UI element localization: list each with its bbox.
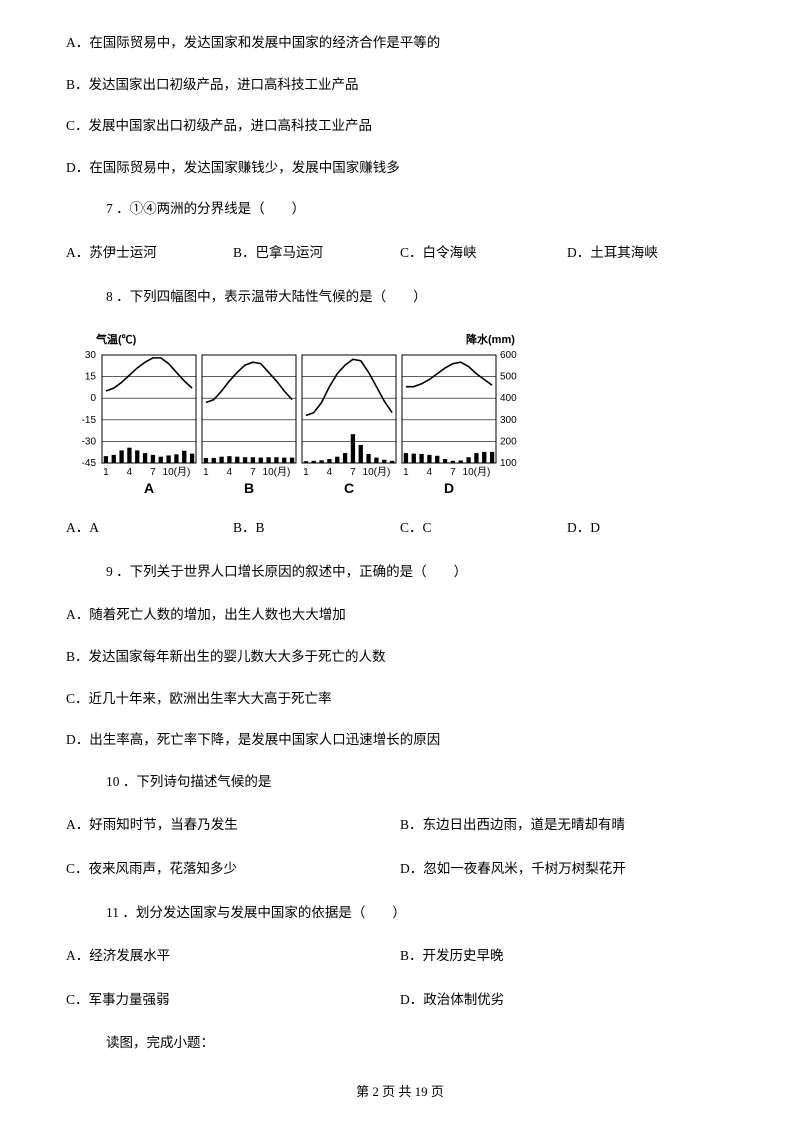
svg-text:400: 400 (500, 393, 517, 404)
q11-options-cd: C．军事力量强弱 D．政治体制优劣 (66, 989, 734, 1011)
q6-option-c: C．发展中国家出口初级产品，进口高科技工业产品 (66, 115, 734, 137)
q6-option-d: D．在国际贸易中，发达国家赚钱少，发展中国家赚钱多 (66, 157, 734, 179)
q10-option-d: D．忽如一夜春风米，千树万树梨花开 (400, 858, 734, 880)
q8-text: 8 ．下列四幅图中，表示温带大陆性气候的是（ ） (66, 286, 734, 308)
q10-options-cd: C．夜来风雨声，花落知多少 D．忽如一夜春风米，千树万树梨花开 (66, 858, 734, 880)
q8-option-a: A．A (66, 517, 233, 539)
svg-text:10(月): 10(月) (463, 466, 491, 478)
svg-text:-30: -30 (82, 437, 97, 448)
svg-text:200: 200 (500, 437, 517, 448)
q9-option-d: D．出生率高，死亡率下降，是发展中国家人口迅速增长的原因 (66, 729, 734, 751)
q8-option-b: B．B (233, 517, 400, 539)
next-prompt: 读图，完成小题： (66, 1032, 734, 1054)
svg-text:15: 15 (85, 372, 97, 383)
q10-text: 10 ．下列诗句描述气候的是 (66, 771, 734, 793)
q8-option-c: C．C (400, 517, 567, 539)
q10-option-b: B．东边日出西边雨，道是无晴却有晴 (400, 814, 734, 836)
svg-text:1: 1 (203, 467, 209, 478)
svg-text:7: 7 (350, 467, 356, 478)
q7-option-d: D．土耳其海峡 (567, 242, 734, 264)
svg-text:10(月): 10(月) (363, 466, 391, 478)
svg-text:7: 7 (250, 467, 256, 478)
q9-text: 9 ．下列关于世界人口增长原因的叙述中，正确的是（ ） (66, 561, 734, 583)
svg-text:-45: -45 (82, 458, 97, 469)
q11-text: 11 ．划分发达国家与发展中国家的依据是（ ） (66, 902, 734, 924)
q10-option-c: C．夜来风雨声，花落知多少 (66, 858, 400, 880)
q11-option-d: D．政治体制优劣 (400, 989, 734, 1011)
q7-option-a: A．苏伊士运河 (66, 242, 233, 264)
svg-text:B: B (244, 480, 254, 496)
q11-option-a: A．经济发展水平 (66, 945, 400, 967)
page-footer: 第 2 页 共 19 页 (66, 1082, 734, 1103)
q6-option-a: A．在国际贸易中，发达国家和发展中国家的经济合作是平等的 (66, 32, 734, 54)
svg-text:500: 500 (500, 372, 517, 383)
q9-option-b: B．发达国家每年新出生的婴儿数大大多于死亡的人数 (66, 646, 734, 668)
svg-text:-15: -15 (82, 415, 97, 426)
q7-text: 7 ．①④两洲的分界线是（ ） (66, 198, 734, 220)
svg-text:A: A (144, 480, 154, 496)
q11-option-c: C．军事力量强弱 (66, 989, 400, 1011)
q8-options: A．A B．B C．C D．D (66, 517, 734, 539)
q7-option-b: B．巴拿马运河 (233, 242, 400, 264)
svg-text:10(月): 10(月) (163, 466, 191, 478)
q8-option-d: D．D (567, 517, 734, 539)
svg-text:1: 1 (103, 467, 109, 478)
svg-text:100: 100 (500, 458, 517, 469)
q10-options-ab: A．好雨知时节，当春乃发生 B．东边日出西边雨，道是无晴却有晴 (66, 814, 734, 836)
q9-option-c: C．近几十年来，欧洲出生率大大高于死亡率 (66, 688, 734, 710)
svg-text:4: 4 (127, 467, 133, 478)
svg-text:气温(℃): 气温(℃) (95, 332, 137, 346)
svg-text:4: 4 (427, 467, 433, 478)
svg-text:降水(mm): 降水(mm) (466, 332, 515, 346)
q11-option-b: B．开发历史早晚 (400, 945, 734, 967)
q8-climograph: 气温(℃) 降水(mm) 30 15 0 -15 -30 -45 600 500 400 300 200… (66, 329, 734, 499)
svg-text:7: 7 (450, 467, 456, 478)
svg-text:600: 600 (500, 350, 517, 361)
svg-text:4: 4 (327, 467, 333, 478)
q7-options: A．苏伊士运河 B．巴拿马运河 C．白令海峡 D．土耳其海峡 (66, 242, 734, 264)
svg-text:1: 1 (303, 467, 309, 478)
svg-text:C: C (344, 480, 354, 496)
svg-text:7: 7 (150, 467, 156, 478)
svg-text:4: 4 (227, 467, 233, 478)
q6-option-b: B．发达国家出口初级产品，进口高科技工业产品 (66, 74, 734, 96)
q10-option-a: A．好雨知时节，当春乃发生 (66, 814, 400, 836)
svg-text:D: D (444, 480, 454, 496)
svg-text:30: 30 (85, 350, 97, 361)
q7-option-c: C．白令海峡 (400, 242, 567, 264)
svg-text:10(月): 10(月) (263, 466, 291, 478)
svg-text:300: 300 (500, 415, 517, 426)
q9-option-a: A．随着死亡人数的增加，出生人数也大大增加 (66, 604, 734, 626)
svg-text:1: 1 (403, 467, 409, 478)
q11-options-ab: A．经济发展水平 B．开发历史早晚 (66, 945, 734, 967)
svg-text:0: 0 (90, 393, 96, 404)
